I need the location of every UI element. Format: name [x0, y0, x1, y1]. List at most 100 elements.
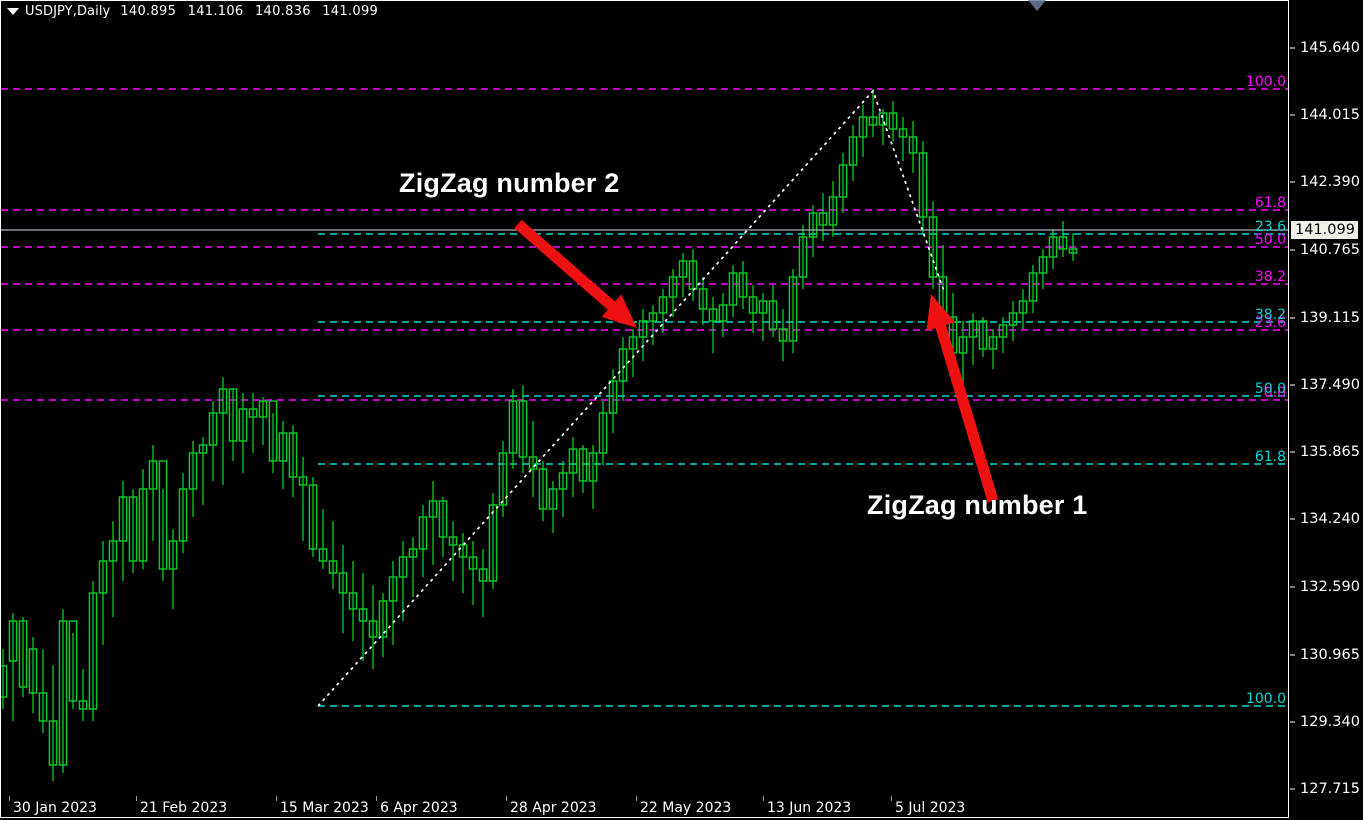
chart-plot-area[interactable]: 100.0 61.8 50.0 38.2 23.6 0.0 23.6 38.2 50.0 61.8… — [1, 21, 1288, 796]
arrow-to-zigzag-2-shaft — [514, 219, 620, 314]
candle-body — [568, 448, 578, 474]
chart-canvas — [1, 21, 1288, 796]
time-tick-label: 21 Feb 2023 — [140, 800, 228, 816]
candle-body — [488, 504, 498, 582]
candle-body — [838, 164, 848, 198]
candle-body — [28, 648, 38, 694]
candle-body — [318, 548, 328, 562]
fib-up-level-label: 50.0 — [1254, 381, 1286, 397]
price-tick-label: 130.965 — [1300, 646, 1360, 663]
candle-body — [508, 400, 518, 454]
candle-body — [708, 308, 718, 322]
time-tick-mark — [763, 796, 764, 801]
candle-body — [888, 112, 898, 130]
price-tick-label: 142.390 — [1300, 174, 1360, 191]
time-tick-mark — [376, 796, 377, 801]
time-tick-mark — [891, 796, 892, 801]
candle-body — [518, 400, 528, 458]
candle-body — [168, 540, 178, 570]
candle-body — [438, 500, 448, 538]
fib-up-level-label: 61.8 — [1254, 449, 1286, 465]
candle-body — [658, 296, 668, 314]
time-tick-label: 28 Apr 2023 — [510, 800, 597, 816]
ohlc-quote-readout: USDJPY, Daily 140.895 141.106 140.836 14… — [120, 4, 385, 19]
candle-body — [58, 620, 68, 766]
candle-body — [558, 472, 568, 490]
candle-body — [738, 272, 748, 298]
candle-body — [608, 380, 618, 414]
triangle-down-marker-icon[interactable] — [1028, 0, 1046, 11]
candle-body — [578, 448, 588, 482]
candle-body — [918, 152, 928, 218]
candle-body — [198, 444, 208, 454]
candle-body — [1058, 236, 1068, 250]
time-tick-label: 13 Jun 2023 — [767, 800, 852, 816]
candle-body — [498, 452, 508, 506]
price-tick-mark — [1290, 788, 1295, 790]
candle-body — [468, 556, 478, 570]
time-tick-mark — [9, 796, 10, 801]
fib-down-level-label: 50.0 — [1254, 232, 1286, 248]
time-tick-label: 30 Jan 2023 — [13, 800, 97, 816]
candle-body — [118, 496, 128, 542]
triangle-down-icon[interactable] — [7, 7, 19, 15]
candle-body — [858, 116, 868, 138]
candle-body — [898, 128, 908, 138]
candle-body — [458, 544, 468, 558]
candle-body — [398, 556, 408, 578]
price-tick-mark — [1290, 114, 1295, 116]
candle-body — [598, 412, 608, 454]
candle-body — [148, 460, 158, 490]
candle-body — [978, 320, 988, 350]
candle-body — [268, 400, 278, 462]
candle-body — [768, 300, 778, 330]
candle-body — [968, 320, 978, 338]
time-tick-label: 5 Jul 2023 — [895, 800, 966, 816]
candle-body — [848, 136, 858, 166]
candle-body — [188, 452, 198, 490]
candle-body — [878, 112, 888, 126]
price-scale-axis[interactable]: 145.640 144.015 142.390 140.765 139.115 137.4… — [1290, 0, 1363, 800]
annotation-arrows — [514, 219, 999, 503]
candle-body — [8, 620, 18, 662]
time-tick-label: 15 Mar 2023 — [280, 800, 369, 816]
fib-up-level-label: 38.2 — [1254, 307, 1286, 323]
candle-body — [1038, 256, 1048, 274]
zigzag-indicator-line — [317, 89, 945, 707]
symbol-period-label: USDJPY,Daily — [25, 3, 111, 19]
candle-body — [538, 468, 548, 510]
candle-body — [288, 432, 298, 478]
price-tick-label: 137.490 — [1300, 376, 1360, 393]
arrow-to-zigzag-2-head — [601, 294, 637, 328]
candle-body — [548, 488, 558, 510]
candle-body — [178, 488, 188, 542]
time-scale-axis[interactable]: 30 Jan 2023 21 Feb 2023 15 Mar 2023 6 Apr 2… — [1, 796, 1288, 819]
candle-body — [218, 388, 228, 414]
chart-titlebar: USDJPY,Daily USDJPY, Daily 140.895 141.1… — [1, 1, 1288, 21]
candle-body — [208, 412, 218, 446]
candle-body — [418, 516, 428, 550]
fib-down-level-label: 100.0 — [1245, 74, 1286, 90]
candle-body — [378, 600, 388, 638]
candle-body — [388, 576, 398, 602]
candle-body — [678, 260, 688, 278]
price-tick-mark — [1290, 181, 1295, 183]
candle-body — [338, 572, 348, 594]
candle-body — [88, 592, 98, 710]
candle-body — [828, 196, 838, 226]
candle-body — [618, 348, 628, 382]
zigzag-polyline — [317, 89, 945, 707]
candle-body — [1048, 236, 1058, 258]
quote-open: 140.895 — [120, 3, 177, 19]
candle-body — [48, 720, 58, 766]
annotation-zigzag-1: ZigZag number 1 — [867, 490, 1088, 520]
candle-body — [718, 304, 728, 322]
candle-body — [688, 260, 698, 290]
fib-retracement-up-lines — [318, 233, 1288, 707]
candle-body — [728, 272, 738, 306]
time-tick-label: 6 Apr 2023 — [380, 800, 458, 816]
price-tick-label: 134.240 — [1300, 511, 1360, 528]
candle-body — [758, 300, 768, 314]
candle-body — [628, 336, 638, 350]
price-tick-label: 127.715 — [1300, 781, 1360, 797]
